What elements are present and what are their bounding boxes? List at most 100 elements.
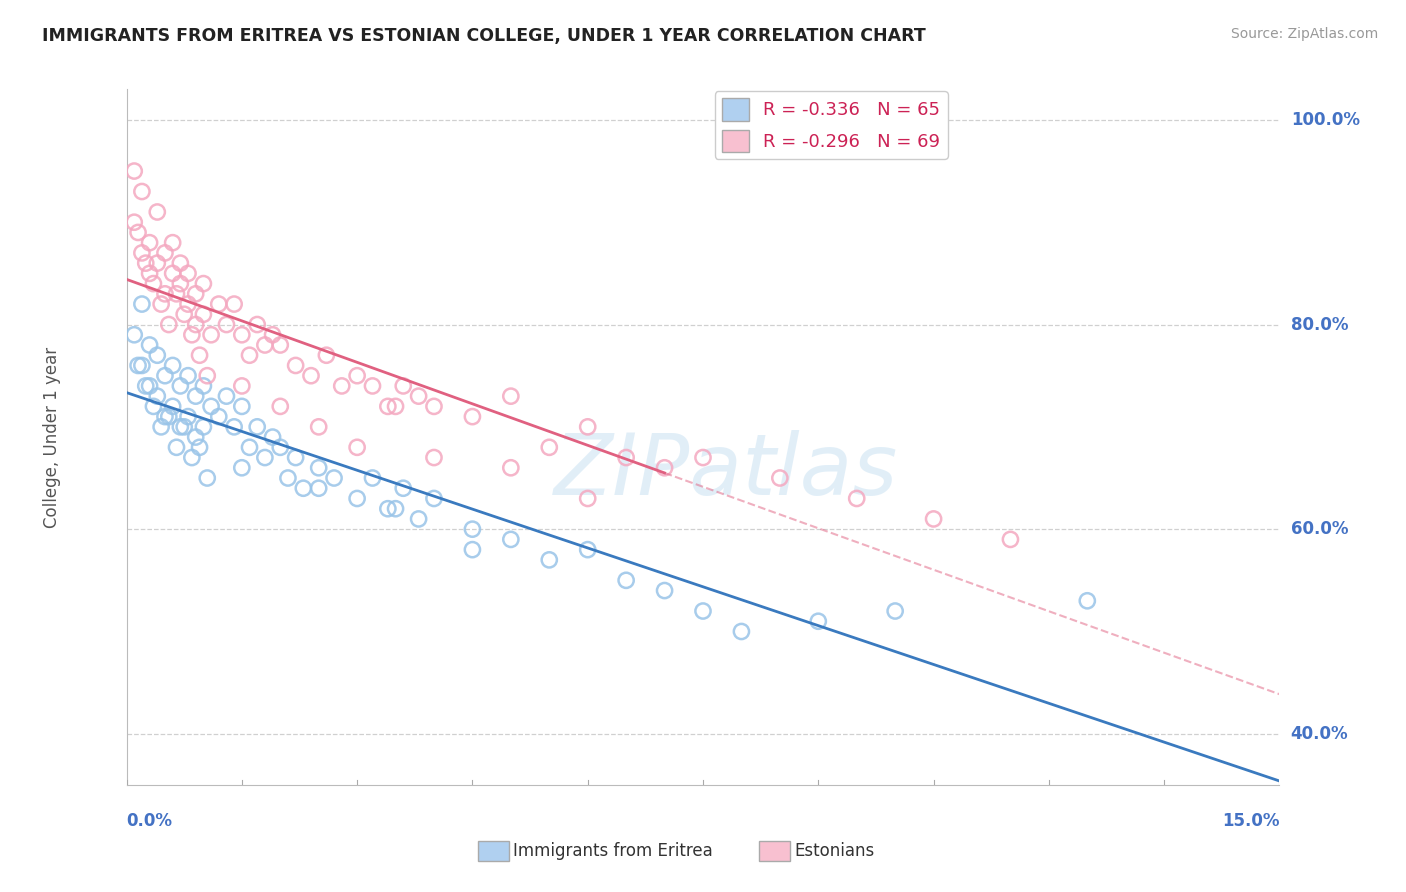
Point [131, 297, 153, 311]
Point [131, 359, 153, 373]
Point [166, 440, 188, 454]
Point [177, 266, 200, 280]
Point [308, 420, 330, 434]
Point [135, 256, 157, 270]
Text: IMMIGRANTS FROM ERITREA VS ESTONIAN COLLEGE, UNDER 1 YEAR CORRELATION CHART: IMMIGRANTS FROM ERITREA VS ESTONIAN COLL… [42, 27, 927, 45]
Point [423, 491, 446, 506]
Point [231, 379, 253, 393]
Point [138, 235, 160, 250]
Point [153, 368, 176, 383]
Point [654, 460, 676, 475]
Point [769, 471, 792, 485]
Point [315, 348, 337, 362]
Point [308, 460, 330, 475]
Point [576, 420, 599, 434]
Point [169, 277, 191, 291]
Point [807, 614, 830, 628]
Point [461, 522, 484, 536]
Point [131, 246, 153, 260]
Point [138, 338, 160, 352]
Point [292, 481, 315, 495]
Point [127, 226, 149, 240]
Point [146, 389, 169, 403]
Point [208, 409, 231, 424]
Point [162, 359, 184, 373]
Point [131, 185, 153, 199]
Point [177, 409, 200, 424]
Point [246, 420, 269, 434]
Point [231, 327, 253, 342]
Point [157, 409, 180, 424]
Point [654, 583, 676, 598]
Point [215, 318, 238, 332]
Point [162, 235, 184, 250]
Point [193, 277, 215, 291]
Text: 0.0%: 0.0% [127, 812, 173, 830]
Text: 80.0%: 80.0% [1291, 316, 1348, 334]
Point [361, 471, 384, 485]
Point [614, 574, 637, 588]
Point [377, 400, 399, 414]
Point [269, 400, 291, 414]
Point [238, 440, 260, 454]
Point [499, 389, 522, 403]
Point [127, 359, 149, 373]
Point [224, 420, 246, 434]
Point [461, 409, 484, 424]
Point [166, 286, 188, 301]
Point [180, 450, 202, 465]
Point [153, 286, 176, 301]
Point [231, 460, 253, 475]
Text: 15.0%: 15.0% [1222, 812, 1279, 830]
Point [195, 368, 218, 383]
Point [153, 409, 176, 424]
Point [262, 430, 284, 444]
Text: 60.0%: 60.0% [1291, 520, 1348, 538]
Point [200, 400, 222, 414]
Point [138, 266, 160, 280]
Point [408, 389, 430, 403]
Point [162, 400, 184, 414]
Point [384, 400, 406, 414]
Point [323, 471, 346, 485]
Point [231, 400, 253, 414]
Point [423, 450, 446, 465]
Point [173, 307, 195, 321]
Point [135, 379, 157, 393]
Point [188, 348, 211, 362]
Point [162, 266, 184, 280]
Point [169, 256, 191, 270]
Point [215, 389, 238, 403]
Point [377, 501, 399, 516]
Point [177, 297, 200, 311]
Point [169, 379, 191, 393]
Point [392, 481, 415, 495]
Point [193, 379, 215, 393]
Point [195, 471, 218, 485]
Point [122, 327, 145, 342]
Point [308, 481, 330, 495]
Point [277, 471, 299, 485]
Point [146, 205, 169, 219]
Point [538, 440, 561, 454]
Point [146, 348, 169, 362]
Point [499, 460, 522, 475]
Point [692, 450, 714, 465]
Point [253, 338, 276, 352]
Point [299, 368, 322, 383]
Point [461, 542, 484, 557]
Legend: R = -0.336   N = 65, R = -0.296   N = 69: R = -0.336 N = 65, R = -0.296 N = 69 [714, 91, 948, 159]
Point [138, 379, 160, 393]
Point [1000, 533, 1022, 547]
Point [169, 420, 191, 434]
Point [142, 400, 165, 414]
Point [184, 318, 207, 332]
Point [184, 430, 207, 444]
Point [193, 420, 215, 434]
Point [384, 501, 406, 516]
Point [208, 297, 231, 311]
Point [146, 256, 169, 270]
Point [224, 297, 246, 311]
Point [884, 604, 907, 618]
Text: Estonians: Estonians [794, 842, 875, 860]
